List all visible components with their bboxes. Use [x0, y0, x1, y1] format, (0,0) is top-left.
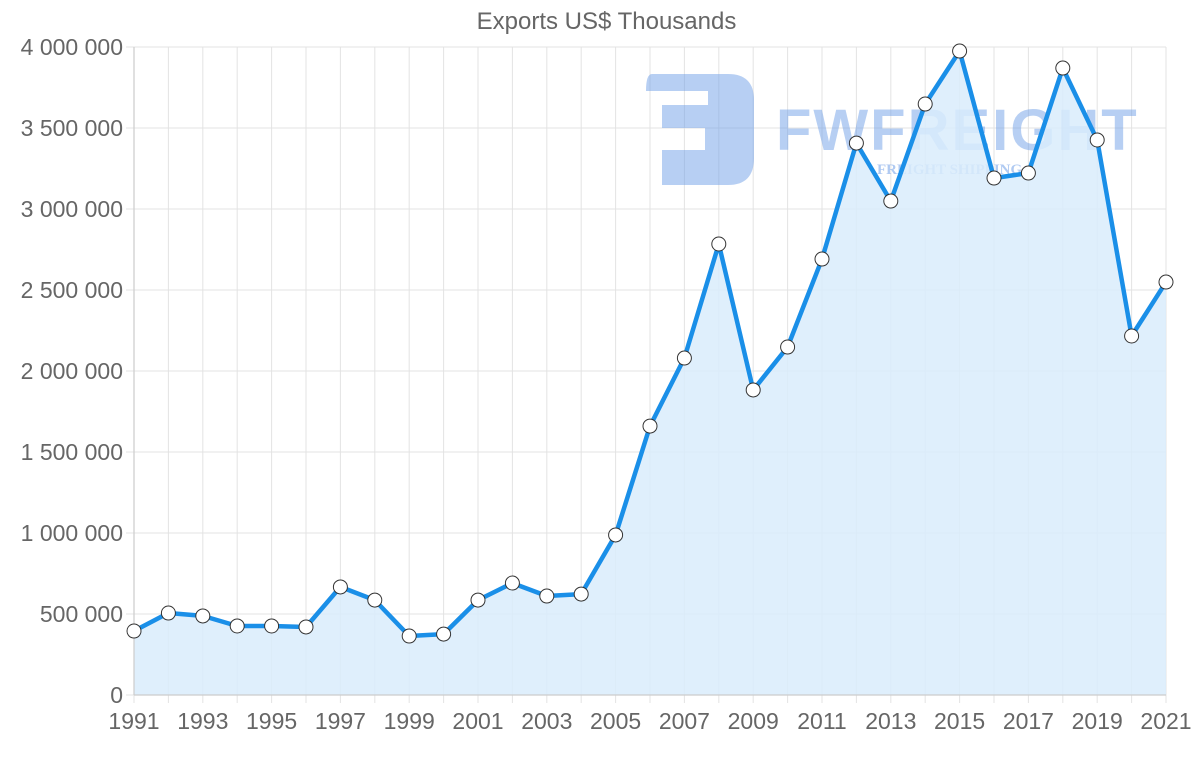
y-tick-label: 500 000 — [40, 601, 123, 627]
y-tick-label: 1 500 000 — [21, 439, 123, 465]
x-tick-label: 2021 — [1140, 708, 1191, 734]
data-point-2020[interactable] — [1124, 328, 1140, 344]
data-point-2016[interactable] — [986, 170, 1002, 186]
data-point-2010[interactable] — [780, 339, 796, 355]
data-point-2004[interactable] — [573, 586, 589, 602]
chart-title: Exports US$ Thousands — [476, 8, 737, 35]
data-point-1992[interactable] — [160, 605, 176, 621]
x-tick-label: 2009 — [728, 708, 779, 734]
axes — [133, 47, 1166, 696]
data-point-2006[interactable] — [642, 418, 658, 434]
fwfreight-logo-icon — [646, 74, 754, 185]
x-tick-label: 2005 — [590, 708, 641, 734]
data-point-2002[interactable] — [504, 575, 520, 591]
x-tick-label: 2001 — [452, 708, 503, 734]
data-point-2012[interactable] — [848, 135, 864, 151]
data-point-2001[interactable] — [470, 592, 486, 608]
x-tick-label: 2019 — [1072, 708, 1123, 734]
data-point-1991[interactable] — [126, 623, 142, 639]
y-tick-label: 2 500 000 — [21, 277, 123, 303]
data-point-1995[interactable] — [264, 618, 280, 634]
y-axis-ticks: 0 500 000 1 000 000 1 500 000 2 000 000 2 500… — [21, 34, 123, 708]
x-tick-label: 1991 — [108, 708, 159, 734]
x-tick-label: 1999 — [384, 708, 435, 734]
data-point-2003[interactable] — [539, 588, 555, 604]
y-tick-label: 2 000 000 — [21, 358, 123, 384]
data-point-2007[interactable] — [676, 350, 692, 366]
data-point-2014[interactable] — [917, 96, 933, 112]
x-tick-label: 2011 — [797, 708, 846, 734]
data-point-1999[interactable] — [401, 628, 417, 644]
x-tick-label: 2007 — [659, 708, 710, 734]
data-point-2013[interactable] — [883, 193, 899, 209]
area-fill — [134, 51, 1166, 695]
data-point-2009[interactable] — [745, 382, 761, 398]
x-axis-ticks: 1991 1993 1995 1997 1999 2001 2003 2005 2007 2009… — [108, 708, 1191, 734]
y-tick-label: 4 000 000 — [21, 34, 123, 60]
data-point-2018[interactable] — [1055, 60, 1071, 76]
data-points — [126, 43, 1174, 644]
data-point-1997[interactable] — [332, 579, 348, 595]
x-tick-label: 1993 — [177, 708, 228, 734]
data-point-2011[interactable] — [814, 251, 830, 267]
data-point-2017[interactable] — [1020, 165, 1036, 181]
data-point-2015[interactable] — [952, 43, 968, 59]
x-tick-label: 2015 — [934, 708, 985, 734]
data-point-1996[interactable] — [298, 619, 314, 635]
x-tick-label: 1995 — [246, 708, 297, 734]
data-point-2019[interactable] — [1089, 132, 1105, 148]
data-point-1998[interactable] — [367, 592, 383, 608]
data-point-1993[interactable] — [195, 608, 211, 624]
x-tick-label: 1997 — [315, 708, 366, 734]
x-tick-label: 2017 — [1003, 708, 1054, 734]
y-tick-label: 0 — [110, 682, 123, 708]
x-tick-label: 2003 — [521, 708, 572, 734]
y-tick-label: 3 500 000 — [21, 115, 123, 141]
data-point-1994[interactable] — [229, 618, 245, 634]
data-point-2000[interactable] — [436, 626, 452, 642]
x-tick-label: 2013 — [865, 708, 916, 734]
data-point-2008[interactable] — [711, 236, 727, 252]
data-point-2021[interactable] — [1158, 274, 1174, 290]
y-tick-label: 3 000 000 — [21, 196, 123, 222]
y-tick-label: 1 000 000 — [21, 520, 123, 546]
data-point-2005[interactable] — [608, 527, 624, 543]
